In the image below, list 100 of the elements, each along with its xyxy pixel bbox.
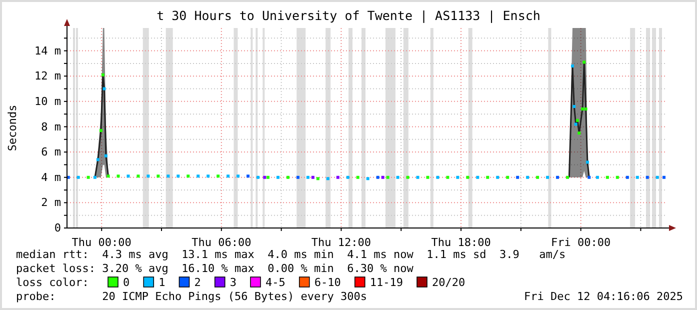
legend-label: 20/20 bbox=[432, 276, 466, 289]
point bbox=[616, 176, 619, 179]
point bbox=[286, 176, 290, 179]
point bbox=[456, 176, 460, 179]
point bbox=[586, 160, 589, 164]
point bbox=[582, 60, 586, 64]
point bbox=[578, 132, 581, 135]
point bbox=[426, 176, 430, 179]
x-tick-label: Thu 12:00 bbox=[311, 236, 372, 250]
y-tick-label: 12 m bbox=[34, 70, 62, 83]
legend-label: 4-5 bbox=[266, 276, 286, 289]
point bbox=[306, 176, 310, 179]
point bbox=[576, 118, 579, 122]
point bbox=[216, 174, 220, 178]
legend-label: 1 bbox=[158, 276, 166, 289]
text: packet loss: 3.20 % avg 16.10 % max 0.00 % min 6.30 % now bbox=[16, 262, 414, 275]
point bbox=[96, 158, 100, 162]
point bbox=[356, 176, 360, 179]
point bbox=[236, 174, 240, 178]
y-tick-label: 10 m bbox=[34, 94, 62, 108]
point bbox=[276, 176, 280, 179]
point bbox=[656, 176, 659, 179]
y-tick-label: 14 m bbox=[34, 44, 62, 58]
y-tick-label: 4 m bbox=[41, 170, 62, 184]
point bbox=[662, 176, 666, 179]
point bbox=[496, 176, 500, 179]
point bbox=[536, 176, 540, 179]
point bbox=[588, 176, 591, 179]
point bbox=[574, 122, 578, 126]
point bbox=[156, 174, 160, 178]
point bbox=[606, 176, 609, 179]
point bbox=[166, 174, 170, 178]
point bbox=[76, 176, 80, 179]
point bbox=[580, 108, 584, 111]
point bbox=[381, 176, 384, 179]
legend-title: loss color: bbox=[16, 276, 89, 289]
point bbox=[246, 174, 250, 178]
point bbox=[526, 176, 530, 179]
point bbox=[93, 176, 96, 179]
point bbox=[296, 176, 300, 179]
chart-title: t 30 Hours to University of Twente | AS1133 | Ensch bbox=[156, 8, 540, 23]
point bbox=[596, 176, 599, 179]
point bbox=[196, 174, 200, 178]
point bbox=[406, 176, 410, 179]
point bbox=[584, 108, 588, 111]
point bbox=[436, 176, 440, 179]
point bbox=[446, 176, 450, 179]
legend-label: 3 bbox=[230, 276, 236, 289]
point bbox=[263, 176, 266, 179]
point bbox=[86, 176, 90, 179]
point bbox=[256, 176, 260, 179]
point bbox=[572, 104, 576, 108]
point bbox=[486, 176, 490, 179]
point bbox=[326, 177, 330, 180]
point bbox=[566, 176, 569, 179]
point bbox=[386, 176, 390, 179]
legend-label: 0 bbox=[123, 276, 130, 289]
point bbox=[516, 176, 520, 179]
point bbox=[226, 174, 230, 178]
y-tick-label: 2 m bbox=[41, 196, 62, 210]
legend-label: 11-19 bbox=[370, 276, 403, 289]
legend-label: 2 bbox=[194, 276, 201, 289]
point bbox=[316, 177, 320, 180]
point bbox=[466, 176, 470, 179]
point bbox=[106, 174, 110, 178]
point bbox=[646, 176, 649, 179]
x-tick-label: Fri 00:00 bbox=[551, 236, 611, 250]
point bbox=[99, 129, 102, 132]
point bbox=[476, 176, 480, 179]
point bbox=[506, 176, 510, 179]
point bbox=[266, 176, 270, 179]
point bbox=[346, 176, 350, 179]
x-tick-label: Thu 06:00 bbox=[192, 236, 252, 250]
point bbox=[126, 174, 130, 178]
y-tick-label: 8 m bbox=[41, 120, 62, 134]
point bbox=[626, 176, 629, 179]
point bbox=[366, 177, 370, 180]
text: probe: 20 ICMP Echo Pings (56 Bytes) every 300s bbox=[16, 290, 367, 303]
point bbox=[146, 174, 150, 178]
point bbox=[186, 174, 190, 178]
point bbox=[376, 176, 380, 179]
point bbox=[546, 176, 550, 179]
y-tick-label: 0 bbox=[54, 222, 61, 235]
point bbox=[336, 176, 340, 179]
point bbox=[102, 87, 106, 90]
point bbox=[206, 174, 210, 178]
point bbox=[570, 64, 574, 68]
point bbox=[636, 176, 639, 179]
point bbox=[104, 154, 108, 158]
point bbox=[101, 73, 104, 76]
text: median rtt: 4.3 ms avg 13.1 ms max 4.0 ms min 4.1 ms now 1.1 ms sd 3.9 am/s bbox=[16, 248, 566, 261]
legend-label: 6-10 bbox=[314, 276, 341, 289]
point bbox=[311, 176, 314, 179]
x-tick-label: Thu 00:00 bbox=[72, 236, 132, 250]
y-axis-title: Seconds bbox=[6, 104, 19, 152]
point bbox=[396, 176, 400, 179]
text: Fri Dec 12 04:16:06 2025 bbox=[524, 290, 683, 303]
point bbox=[416, 176, 420, 179]
point bbox=[136, 174, 140, 178]
point bbox=[176, 174, 180, 178]
